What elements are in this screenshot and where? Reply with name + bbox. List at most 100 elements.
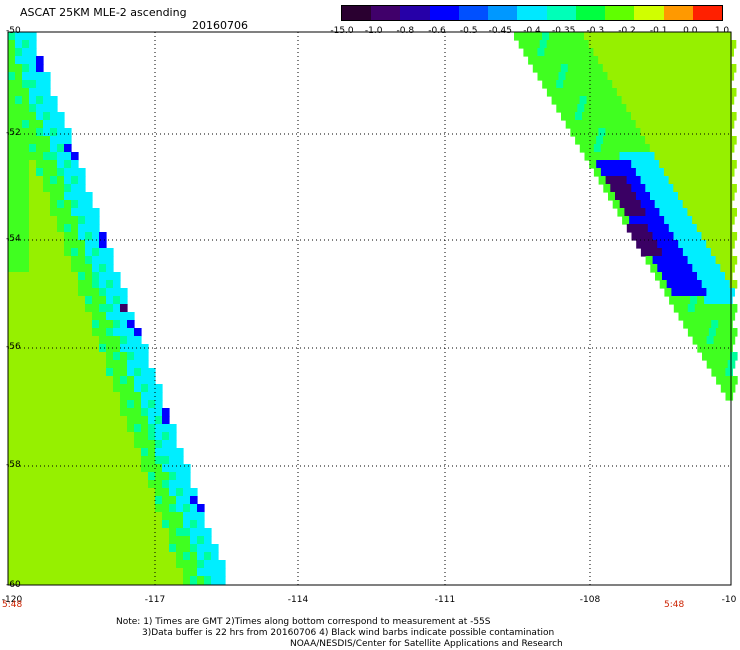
wind-cell <box>593 96 602 105</box>
wind-cell <box>662 272 670 281</box>
wind-cell <box>8 544 16 553</box>
wind-cell <box>85 488 93 497</box>
wind-cell <box>169 488 177 497</box>
wind-cell <box>645 160 653 169</box>
wind-cell <box>183 520 191 529</box>
wind-cell <box>127 512 135 521</box>
wind-cell <box>684 168 693 177</box>
wind-cell <box>22 568 30 577</box>
wind-cell <box>542 56 550 65</box>
wind-cell <box>190 568 198 577</box>
wind-cell <box>535 56 543 65</box>
wind-cell <box>36 496 44 505</box>
wind-cell <box>675 224 684 233</box>
wind-cell <box>22 184 30 193</box>
wind-cell <box>78 448 86 457</box>
wind-cell <box>546 64 555 73</box>
wind-cell <box>715 184 723 193</box>
wind-cell <box>50 432 58 441</box>
wind-cell <box>703 128 711 137</box>
wind-cell <box>50 392 58 401</box>
wind-cell <box>127 400 135 409</box>
wind-cell <box>134 568 142 577</box>
wind-cell <box>666 232 675 241</box>
wind-cell <box>715 328 724 337</box>
wind-cell <box>649 120 658 129</box>
colorbar-tick: -0.3 <box>586 26 605 36</box>
wind-cell <box>43 416 51 425</box>
wind-cell <box>99 536 107 545</box>
wind-cell <box>708 184 716 193</box>
wind-cell <box>707 88 716 97</box>
wind-cell <box>666 184 674 193</box>
wind-cell <box>50 552 58 561</box>
wind-cell <box>682 248 691 257</box>
wind-cell <box>78 344 86 353</box>
wind-cell <box>15 440 23 449</box>
wind-cell <box>85 528 93 537</box>
wind-cell <box>706 216 714 225</box>
wind-cell <box>169 568 177 577</box>
wind-cell <box>92 576 100 585</box>
wind-cell <box>694 232 703 241</box>
wind-cell <box>689 248 698 257</box>
wind-cell <box>626 152 635 161</box>
wind-cell <box>725 344 733 353</box>
wind-cell <box>29 208 37 217</box>
wind-cell <box>141 560 149 569</box>
wind-cell <box>602 64 611 73</box>
wind-cell <box>715 232 724 241</box>
wind-cell <box>134 464 142 473</box>
wind-cell <box>610 112 618 121</box>
wind-cell <box>623 64 632 73</box>
wind-cell <box>624 112 632 121</box>
wind-cell <box>29 528 37 537</box>
wind-cell <box>148 512 156 521</box>
wind-cell <box>724 104 732 113</box>
wind-cell <box>22 256 30 265</box>
wind-cell <box>729 160 737 169</box>
wind-cell <box>127 520 135 529</box>
wind-cell <box>663 72 672 81</box>
wind-cell <box>537 48 545 57</box>
wind-cell <box>684 72 693 81</box>
wind-cell <box>656 72 665 81</box>
wind-cell <box>36 360 44 369</box>
wind-cell <box>120 320 128 329</box>
wind-cell <box>113 320 121 329</box>
wind-cell <box>141 496 149 505</box>
wind-cell <box>85 568 93 577</box>
wind-cell <box>141 568 149 577</box>
wind-cell <box>645 112 653 121</box>
wind-cell <box>682 200 691 209</box>
wind-cell <box>598 152 607 161</box>
wind-cell <box>626 128 634 137</box>
wind-cell <box>723 376 731 385</box>
wind-cell <box>679 40 688 49</box>
wind-cell <box>654 248 663 257</box>
wind-cell <box>652 208 660 217</box>
wind-cell <box>689 176 698 185</box>
wind-cell <box>127 432 135 441</box>
wind-cell <box>36 368 44 377</box>
wind-cell <box>50 440 58 449</box>
wind-cell <box>621 96 630 105</box>
wind-cell <box>85 272 93 281</box>
wind-cell <box>680 208 688 217</box>
wind-cell <box>720 216 728 225</box>
wind-cell <box>581 40 590 49</box>
wind-cell <box>190 504 198 513</box>
wind-cell <box>692 312 701 321</box>
wind-cell <box>680 256 689 265</box>
wind-cell <box>141 464 149 473</box>
wind-cell <box>92 272 100 281</box>
wind-cell <box>57 416 65 425</box>
wind-cell <box>588 64 597 73</box>
wind-cell <box>36 352 44 361</box>
wind-cell <box>50 104 58 113</box>
wind-cell <box>99 456 107 465</box>
wind-cell <box>640 176 649 185</box>
wind-cell <box>57 336 65 345</box>
wind-cell <box>43 168 51 177</box>
wind-cell <box>712 144 721 153</box>
